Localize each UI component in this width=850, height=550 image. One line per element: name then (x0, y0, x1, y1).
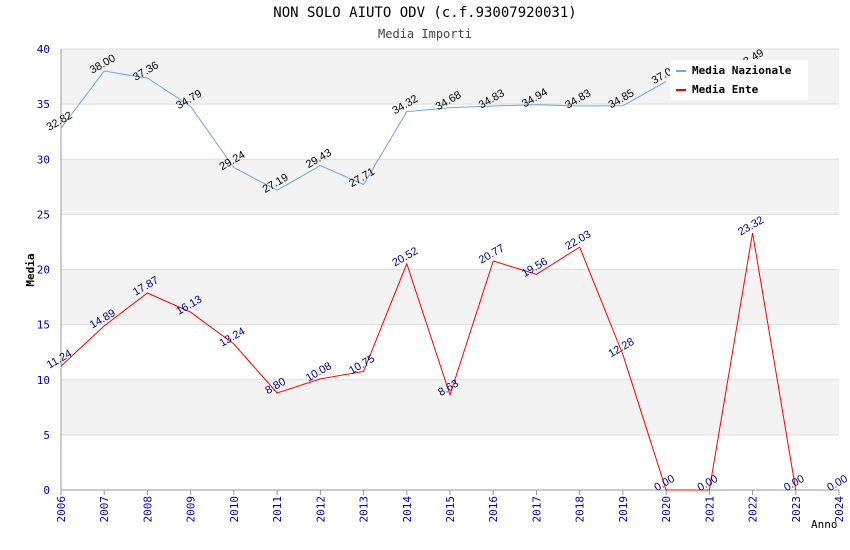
legend: Media Nazionale Media Ente (670, 60, 808, 100)
chart-subtitle: Media Importi (378, 27, 472, 41)
y-tick-label: 15 (37, 319, 50, 332)
y-tick-label: 5 (43, 429, 50, 442)
y-tick-label: 10 (37, 374, 50, 387)
plot-band (61, 379, 839, 435)
legend-label: Media Nazionale (692, 64, 792, 77)
x-tick-label: 2020 (660, 496, 673, 523)
series-line (60, 232, 797, 491)
y-tick-label: 0 (43, 484, 50, 497)
x-tick-label: 2010 (228, 496, 241, 523)
plot-band (61, 214, 839, 270)
tick-labels: 0 5 10 15 20 25 30 35 40 2006 2007 2008 2009 2010 2011… (37, 43, 846, 523)
y-tick-label: 25 (37, 208, 50, 221)
series-line (60, 70, 667, 191)
legend-swatch (676, 89, 686, 91)
x-tick-label: 2007 (98, 496, 111, 523)
plot-bands (61, 49, 839, 490)
x-tick-label: 2023 (790, 496, 803, 523)
series-lines (60, 70, 797, 491)
x-tick-label: 2009 (185, 496, 198, 523)
x-tick-label: 2012 (314, 496, 327, 523)
legend-item-media-ente: Media Ente (676, 83, 758, 97)
legend-item-media-nazionale: Media Nazionale (676, 64, 791, 78)
y-tick-label: 30 (37, 153, 50, 166)
x-tick-label: 2019 (617, 496, 630, 523)
x-tick-label: 2006 (55, 496, 68, 523)
x-tick-label: 2015 (444, 496, 457, 523)
y-axis-label: Media (24, 253, 37, 286)
y-tick-label: 40 (37, 43, 50, 56)
x-tick-label: 2011 (271, 496, 284, 523)
chart-title: NON SOLO AIUTO ODV (c.f.93007920031) (273, 5, 577, 21)
plot-band (61, 269, 839, 325)
x-tick-label: 2017 (530, 496, 543, 523)
x-tick-label: 2016 (487, 496, 500, 523)
x-tick-label: 2021 (703, 496, 716, 523)
legend-swatch (676, 70, 686, 72)
x-tick-label: 2022 (747, 496, 760, 523)
x-axis-label: Anno (811, 518, 838, 531)
plot-band (61, 104, 839, 160)
y-tick-label: 35 (37, 98, 50, 111)
plot-band (61, 434, 839, 490)
plot-band (61, 324, 839, 380)
x-tick-label: 2008 (141, 496, 154, 523)
x-tick-label: 2024 (833, 496, 846, 523)
x-tick-label: 2014 (401, 496, 414, 523)
x-tick-label: 2018 (574, 496, 587, 523)
legend-label: Media Ente (692, 83, 759, 96)
y-tick-label: 20 (37, 264, 50, 277)
plot-band (61, 159, 839, 215)
x-tick-label: 2013 (358, 496, 371, 523)
